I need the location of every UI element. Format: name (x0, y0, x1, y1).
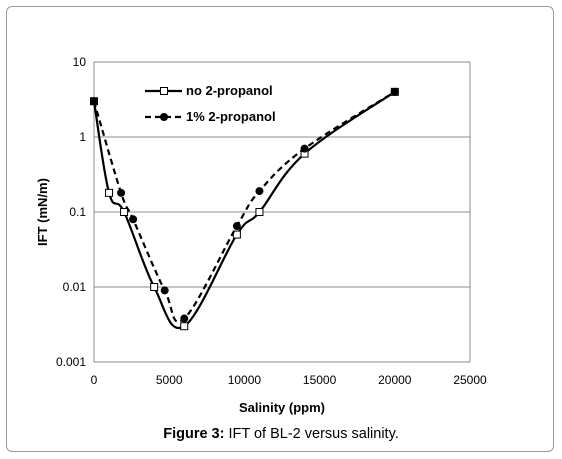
data-point-circle (160, 286, 169, 295)
data-series (90, 87, 399, 331)
caption-label: Figure 3: (163, 426, 225, 442)
figure-caption: Figure 3: IFT of BL-2 versus salinity. (0, 426, 562, 442)
data-point-square (180, 322, 189, 331)
gridlines (94, 136, 470, 288)
x-tick-label: 10000 (228, 373, 262, 387)
data-point-square (255, 208, 264, 216)
legend: no 2-propanol 1% 2-propanol (145, 83, 276, 124)
x-tick-label: 20000 (378, 373, 412, 387)
figure-frame (6, 6, 554, 452)
legend-label-1: no 2-propanol (186, 83, 273, 98)
x-axis-label: Salinity (ppm) (239, 400, 325, 415)
series-line-1 (92, 90, 396, 330)
caption-text: IFT of BL-2 versus salinity. (224, 426, 399, 442)
x-tick-labels: 0 5000 10000 15000 20000 25000 (91, 373, 487, 387)
data-point-square (232, 230, 241, 239)
data-point-circle (129, 215, 138, 224)
x-tick-label: 25000 (453, 373, 487, 387)
y-axis-label: IFT (mN/m) (35, 178, 50, 246)
x-tick-label: 15000 (303, 373, 337, 387)
x-tick-label: 0 (91, 373, 98, 387)
data-point-circle (390, 87, 399, 96)
data-point-square (150, 283, 159, 291)
data-point-circle (255, 187, 264, 196)
data-point-circle (90, 97, 98, 106)
legend-label-2: 1% 2-propanol (186, 109, 276, 124)
y-tick-label: 10 (73, 55, 87, 69)
data-point-circle (232, 222, 241, 231)
x-tick-label: 5000 (156, 373, 183, 387)
data-point-square (105, 188, 114, 197)
y-tick-label: 0.001 (56, 355, 86, 369)
data-point-circle (117, 188, 126, 197)
y-tick-label: 1 (79, 130, 86, 144)
data-point-square (120, 208, 129, 216)
data-point-circle (160, 113, 168, 121)
y-tick-labels: 0.001 0.01 0.1 1 10 (56, 55, 86, 369)
y-tick-label: 0.1 (69, 205, 86, 219)
series-line-2 (92, 90, 396, 323)
data-point-circle (180, 314, 189, 323)
plot-area-border (93, 61, 471, 363)
y-tick-label: 0.01 (63, 280, 87, 294)
data-point-circle (300, 144, 309, 153)
data-point-square (160, 87, 168, 95)
